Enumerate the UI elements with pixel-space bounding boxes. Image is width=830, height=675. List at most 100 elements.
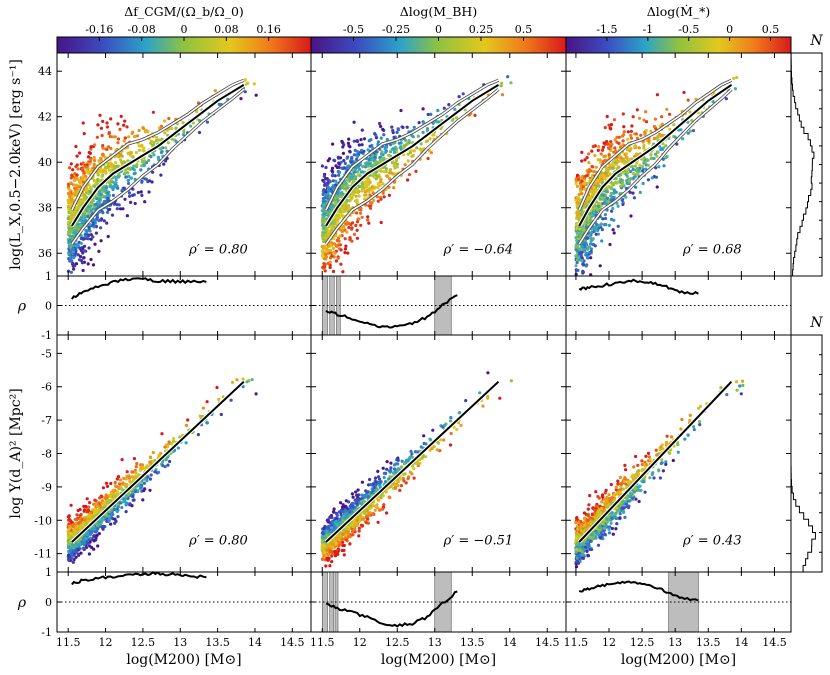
- scatter-point: [686, 131, 690, 135]
- scatter-point: [331, 142, 335, 146]
- colorbar-tick-label: 0.5: [762, 23, 780, 36]
- scatter-point: [143, 477, 147, 481]
- scatter-point: [162, 119, 167, 123]
- scatter-point: [381, 191, 385, 195]
- scatter-point: [384, 149, 388, 153]
- scatter-point: [379, 136, 383, 140]
- scatter-point: [109, 491, 114, 495]
- scatter-point: [582, 178, 587, 182]
- scatter-point: [340, 139, 344, 143]
- scatter-point: [412, 149, 416, 153]
- scatter-point: [73, 242, 78, 246]
- rho-top-panels: 10-1ρ: [17, 270, 792, 342]
- scatter-point: [370, 185, 374, 190]
- scatter-point: [118, 127, 122, 131]
- scatter-point: [360, 128, 364, 132]
- scatter-point: [205, 421, 209, 425]
- scatter-point: [137, 144, 141, 148]
- scatter-point: [201, 406, 205, 410]
- scatter-point: [123, 160, 127, 164]
- scatter-point: [602, 177, 607, 181]
- scatter-point: [372, 198, 376, 202]
- scatter-point: [646, 158, 650, 162]
- scatter-point: [577, 193, 581, 197]
- scatter-point: [85, 188, 89, 192]
- scatter-point: [75, 184, 80, 188]
- scatter-point: [668, 112, 672, 116]
- scatter-point: [74, 249, 78, 253]
- scatter-point: [114, 519, 118, 523]
- scatter-point: [85, 168, 89, 172]
- scatter-point: [96, 171, 100, 175]
- scatter-point: [376, 199, 380, 203]
- scatter-point: [163, 445, 167, 449]
- scatter-point: [75, 173, 79, 177]
- scatter-point: [616, 224, 620, 228]
- scatter-point: [603, 126, 607, 130]
- scatter-point: [662, 164, 666, 168]
- scatter-point: [104, 186, 109, 190]
- scatter-point: [100, 133, 104, 138]
- scatter-point: [354, 188, 358, 193]
- scatter-point: [357, 217, 361, 221]
- scatter-point: [686, 98, 690, 102]
- scatter-point: [111, 193, 115, 197]
- scatter-point: [125, 470, 129, 474]
- scatter-point: [149, 473, 153, 477]
- scatter-point: [355, 170, 359, 174]
- scatter-point: [352, 120, 356, 124]
- scatter-point: [67, 524, 72, 529]
- scatter-point: [167, 116, 171, 121]
- scatter-point: [369, 138, 373, 142]
- scatter-point: [86, 508, 91, 512]
- scatter-point: [629, 147, 633, 151]
- scatter-point: [83, 212, 87, 216]
- scatter-point: [163, 131, 167, 135]
- scatter-point: [140, 160, 145, 164]
- scatter-point: [599, 152, 603, 156]
- scatter-point: [341, 145, 345, 149]
- scatter-point: [574, 245, 578, 249]
- scatter-point: [652, 156, 656, 161]
- scatter-point: [381, 182, 385, 186]
- scatter-point: [74, 144, 78, 149]
- scatter-point: [152, 143, 156, 147]
- scatter-point: [356, 154, 360, 158]
- scatter-point: [74, 555, 78, 559]
- scatter-point: [631, 191, 635, 195]
- scatter-point: [331, 246, 335, 250]
- scatter-point: [421, 107, 425, 111]
- scatter-point: [641, 169, 645, 173]
- scatter-point: [381, 153, 385, 157]
- scatter-point: [127, 191, 131, 195]
- scatter-point: [123, 168, 128, 172]
- scatter-point: [581, 262, 585, 266]
- scatter-point: [584, 241, 588, 245]
- scatter-point: [348, 145, 352, 149]
- scatter-point: [620, 178, 625, 182]
- scatter-point: [98, 496, 102, 500]
- scatter-point: [608, 242, 612, 247]
- scatter-point: [321, 224, 325, 228]
- scatter-point: [646, 163, 650, 167]
- scatter-point: [365, 163, 369, 167]
- scatter-point: [395, 130, 399, 134]
- scatter-point: [421, 130, 425, 135]
- scatter-point: [655, 185, 659, 189]
- scatter-point: [342, 182, 346, 186]
- scatter-point: [116, 122, 120, 126]
- scatter-point: [428, 137, 432, 141]
- scatter-point: [591, 165, 595, 169]
- scatter-point: [607, 172, 612, 176]
- scatter-point: [724, 97, 728, 101]
- scatter-point: [603, 198, 607, 202]
- spread-lower-line: [71, 88, 245, 245]
- scatter-point: [86, 262, 90, 266]
- scatter-point: [626, 130, 630, 134]
- scatter-point: [136, 190, 140, 195]
- scatter-point: [97, 249, 101, 253]
- scatter-point: [152, 140, 156, 145]
- scatter-point: [361, 165, 365, 169]
- scatter-point: [167, 440, 171, 444]
- scatter-point: [106, 161, 110, 165]
